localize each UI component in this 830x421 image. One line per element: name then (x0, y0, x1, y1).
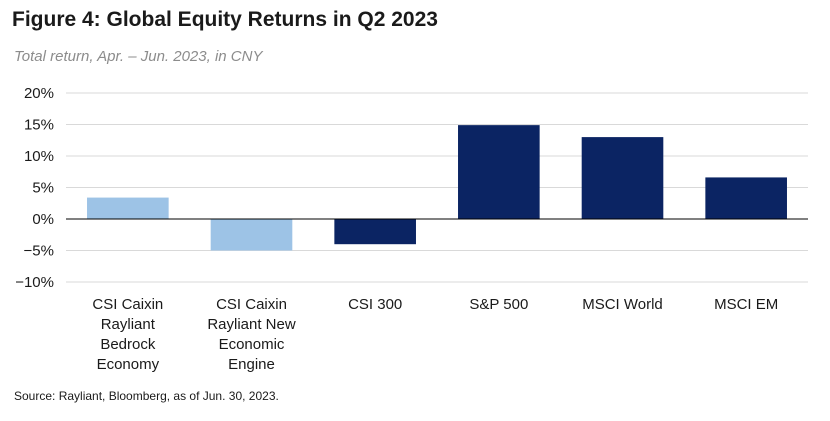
x-category-label: S&P 500 (469, 296, 528, 313)
x-category-label: Bedrock (100, 336, 156, 353)
x-category-label: MSCI World (582, 296, 663, 313)
x-axis-categories: CSI Caixin Rayliant Bedrock Economy CSI Caix… (92, 296, 778, 373)
x-category-label: Engine (228, 356, 275, 373)
y-tick-label: 5% (32, 180, 54, 197)
x-category-label: Economy (97, 356, 160, 373)
x-category-label: Economic (219, 336, 285, 353)
x-category-label: Rayliant New (207, 316, 296, 333)
y-tick-label: 10% (24, 148, 54, 165)
chart-title: Figure 4: Global Equity Returns in Q2 20… (12, 8, 438, 31)
y-tick-label: −5% (24, 243, 54, 260)
x-category-label: CSI Caixin (216, 296, 287, 313)
x-category-label: Rayliant (101, 316, 156, 333)
y-tick-label: 15% (24, 117, 54, 134)
gridlines (66, 92, 808, 283)
bars (87, 125, 787, 251)
bar (458, 125, 540, 219)
bar (87, 197, 169, 219)
bar (581, 137, 664, 219)
x-category-label: CSI 300 (348, 296, 402, 313)
x-category-label: MSCI EM (714, 296, 778, 313)
bar (705, 177, 787, 219)
bar (334, 219, 416, 245)
y-tick-label: 0% (32, 211, 54, 228)
chart-subtitle: Total return, Apr. – Jun. 2023, in CNY (14, 48, 263, 65)
source-note: Source: Rayliant, Bloomberg, as of Jun. … (14, 389, 279, 403)
bar (210, 219, 293, 251)
x-category-label: CSI Caixin (92, 296, 163, 313)
y-axis-ticks: 20% 15% 10% 5% 0% −5% −10% (15, 85, 54, 291)
y-tick-label: −10% (15, 274, 54, 291)
y-tick-label: 20% (24, 85, 54, 102)
